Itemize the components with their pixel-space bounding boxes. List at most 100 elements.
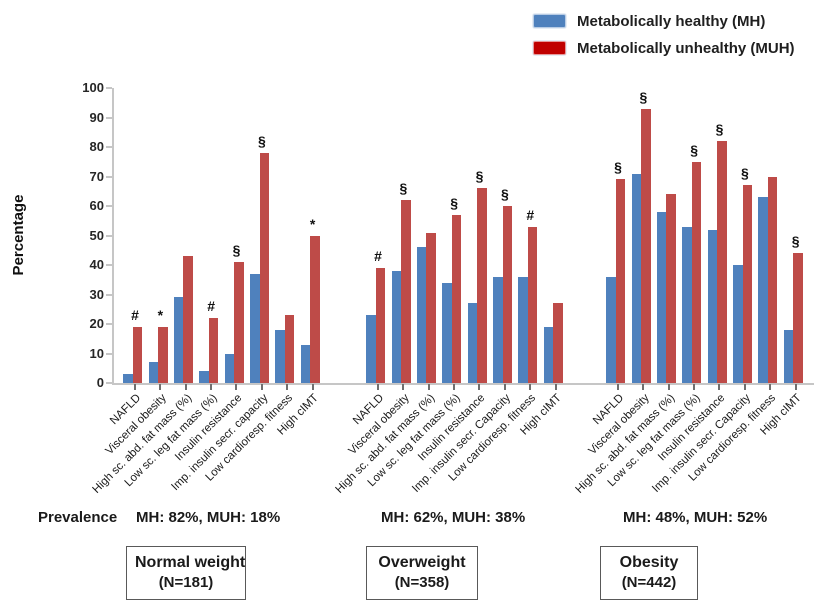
bar-group-obesity: § NAFLD § Visceral obesity High sc. abd. fat…	[573, 88, 806, 496]
significance-marker: *	[309, 215, 316, 232]
significance-marker: §	[791, 233, 800, 250]
muh-bar	[284, 315, 295, 383]
y-tick-label: 70	[89, 168, 104, 184]
category-cell: # Low cardioresp. fitness	[447, 88, 540, 484]
significance-marker: §	[500, 186, 509, 202]
category-cell: * High cIMT	[275, 88, 323, 438]
y-tick-label: 90	[89, 109, 104, 125]
group-name: Obesity	[619, 554, 679, 571]
x-tick-mark	[718, 384, 721, 390]
significance-marker: *	[157, 306, 164, 323]
mh-bar	[173, 297, 184, 383]
y-tick-label: 60	[89, 198, 104, 213]
mh-bar	[631, 173, 642, 383]
mh-bar	[416, 247, 427, 383]
prevalence-obesity: MH: 48%, MUH: 52%	[623, 509, 768, 526]
mh-bar	[758, 197, 768, 383]
x-tick-mark	[235, 384, 238, 390]
x-tick-mark	[616, 384, 619, 390]
x-tick-mark	[478, 384, 481, 390]
mh-bar	[250, 273, 260, 383]
muh-bar	[310, 235, 320, 383]
muh-bar	[767, 176, 778, 383]
group-box-normal-weight: Normal weight (N=181)	[126, 546, 246, 600]
y-tick-label: 10	[89, 345, 104, 361]
significance-marker: #	[526, 206, 535, 223]
significance-marker: §	[450, 194, 458, 211]
category-cell: § Imp. insulin secr. capacity	[169, 88, 272, 493]
muh-bar	[641, 108, 651, 383]
x-tick-mark	[529, 384, 532, 390]
x-tick-mark	[260, 384, 263, 390]
mh-bar	[493, 276, 503, 383]
muh-bar	[375, 267, 386, 383]
significance-marker: §	[257, 132, 266, 149]
mh-bar	[224, 353, 235, 383]
x-tick-mark	[794, 384, 797, 390]
muh-bar	[793, 253, 803, 383]
y-tick-label: 50	[89, 227, 104, 243]
x-tick-mark	[311, 384, 314, 390]
significance-marker: §	[475, 168, 484, 185]
muh-bar	[717, 141, 727, 383]
bar-group-overweight: # NAFLD § Visceral obesity High sc. abd. fat…	[333, 88, 566, 496]
group-box-obesity: Obesity (N=442)	[600, 546, 698, 600]
muh-bar	[527, 226, 538, 383]
x-tick-mark	[642, 384, 645, 390]
muh-bar	[426, 232, 436, 383]
y-tick-mark	[106, 146, 112, 148]
x-tick-mark	[427, 384, 430, 390]
x-tick-mark	[667, 384, 670, 390]
category-cell: High sc. abd. fat mass (%)	[333, 88, 439, 496]
muh-bar	[183, 256, 193, 383]
category-cell: High sc. abd. fat mass (%)	[90, 88, 196, 496]
x-tick-mark	[286, 384, 289, 390]
mh-bar	[442, 282, 452, 383]
y-tick-mark	[106, 234, 112, 237]
x-tick-mark	[453, 384, 456, 390]
plot-area: 0 10 20 30 40 50 60 70 80 90 100 # NAFLD * Visceral ob…	[82, 80, 814, 496]
legend-item-muh: Metabolically unhealthy (MUH)	[533, 37, 795, 59]
mh-bar	[543, 326, 554, 383]
muh-legend-label: Metabolically unhealthy (MUH)	[577, 39, 795, 57]
mh-legend-swatch	[533, 14, 566, 28]
mh-bar	[366, 315, 376, 383]
legend: Metabolically healthy (MH) Metabolically…	[533, 10, 795, 64]
significance-marker: §	[690, 141, 698, 158]
prevalence-overweight: MH: 62%, MUH: 38%	[381, 509, 526, 526]
x-tick-mark	[159, 384, 162, 390]
x-tick-mark	[133, 384, 136, 390]
y-tick-mark	[106, 264, 112, 266]
muh-bar	[615, 179, 626, 383]
y-tick-mark	[106, 352, 112, 355]
muh-bar	[742, 185, 753, 383]
x-tick-mark	[503, 384, 506, 390]
category-cell: § Visceral obesity	[346, 88, 413, 457]
bar-group-normal-weight: # NAFLD * Visceral obesity High sc. abd. fat…	[90, 88, 323, 496]
y-tick-label: 30	[89, 286, 104, 302]
mh-bar	[300, 344, 311, 383]
group-n: (N=358)	[394, 574, 450, 591]
mh-bar	[606, 276, 616, 383]
muh-bar	[259, 152, 270, 383]
mh-bar	[783, 329, 794, 383]
category-cell: § Insulin resistance	[416, 88, 490, 463]
muh-bar	[451, 214, 462, 383]
muh-bar	[158, 326, 168, 383]
category-cell: Low cardioresp. fitness	[687, 88, 780, 484]
category-cell: # Low sc. leg fat mass (%)	[122, 88, 221, 489]
category-cell: § Imp. insulin secr. Capacity	[410, 88, 515, 495]
mh-bar	[199, 371, 209, 383]
x-tick-mark	[210, 384, 213, 390]
mh-bar	[733, 265, 743, 383]
mh-bar	[148, 362, 159, 383]
prevalence-normal-weight: MH: 82%, MUH: 18%	[136, 509, 281, 526]
category-cell: # NAFLD	[351, 88, 388, 427]
x-tick-mark	[769, 384, 772, 390]
x-tick-mark	[376, 384, 379, 390]
y-tick-mark	[106, 382, 112, 384]
mh-bar	[707, 229, 718, 383]
y-tick-label: 80	[89, 139, 104, 154]
category-cell: § Low sc. leg fat mass (%)	[365, 88, 464, 489]
y-axis-title: Percentage	[10, 194, 27, 276]
